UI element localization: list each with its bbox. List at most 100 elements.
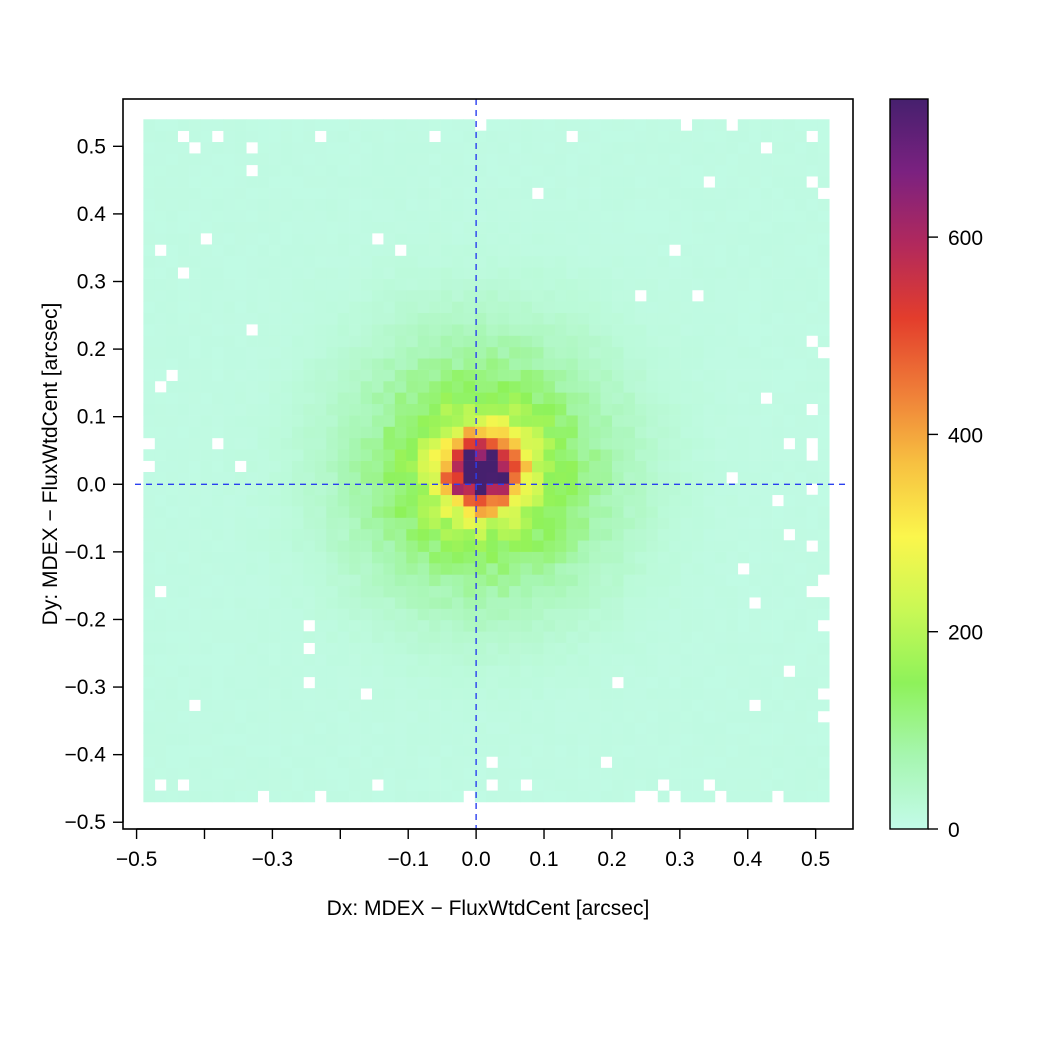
heatmap-cell [223, 642, 236, 655]
heatmap-cell [509, 335, 521, 348]
heatmap-cell [760, 733, 773, 746]
heatmap-cell [692, 380, 704, 393]
heatmap-cell [577, 642, 590, 655]
heatmap-cell [692, 631, 704, 643]
heatmap-cell [280, 267, 293, 279]
heatmap-cell [200, 289, 213, 302]
heatmap-cell [566, 563, 579, 575]
y-tick-label: 0.5 [77, 135, 106, 158]
heatmap-cell [532, 289, 544, 302]
heatmap-cell [474, 608, 487, 621]
heatmap-cell [486, 403, 499, 416]
heatmap-cell [634, 301, 647, 314]
heatmap-cell [177, 176, 190, 188]
heatmap-cell [200, 540, 213, 552]
heatmap-cell [634, 346, 647, 359]
heatmap-cell [406, 426, 419, 439]
heatmap-cell [463, 699, 476, 712]
heatmap-cell [749, 358, 761, 370]
heatmap-cell [554, 745, 567, 757]
heatmap-cell [406, 289, 419, 302]
heatmap-cell [577, 574, 590, 587]
heatmap-cell [406, 563, 419, 575]
heatmap-cell [532, 267, 544, 279]
heatmap-cell [726, 483, 739, 496]
heatmap-cell [520, 369, 533, 382]
heatmap-cell [463, 517, 476, 530]
heatmap-cell [520, 472, 533, 484]
heatmap-cell [280, 676, 293, 689]
heatmap-cell [234, 517, 247, 530]
heatmap-cell [612, 767, 624, 780]
heatmap-cell [280, 483, 293, 496]
heatmap-cell [554, 210, 567, 222]
heatmap-cell [463, 153, 476, 166]
heatmap-cell [383, 528, 396, 541]
heatmap-cell [566, 574, 579, 587]
heatmap-cell [554, 119, 567, 131]
heatmap-cell [600, 369, 613, 382]
heatmap-cell [623, 142, 636, 154]
heatmap-cell [429, 324, 441, 336]
heatmap-cell [417, 369, 430, 382]
heatmap-cell [303, 187, 316, 200]
heatmap-cell [783, 176, 796, 188]
heatmap-cell [429, 540, 441, 552]
heatmap-cell [589, 301, 601, 314]
heatmap-cell [326, 642, 338, 655]
heatmap-cell [760, 654, 773, 666]
heatmap-cell [463, 392, 476, 405]
heatmap-cell [589, 563, 601, 575]
heatmap-cell [303, 278, 316, 291]
heatmap-cell [223, 221, 236, 234]
heatmap-cell [760, 449, 773, 461]
heatmap-cell [543, 369, 556, 382]
heatmap-cell [669, 380, 681, 393]
heatmap-cell [189, 233, 201, 245]
heatmap-cell [657, 551, 670, 564]
heatmap-cell [463, 403, 476, 416]
heatmap-cell [349, 210, 361, 222]
heatmap-cell [314, 153, 327, 166]
heatmap-cell [326, 551, 338, 564]
heatmap-cell [474, 528, 487, 541]
heatmap-cell [600, 563, 613, 575]
heatmap-cell [211, 722, 224, 734]
heatmap-cell [234, 221, 247, 234]
heatmap-cell [749, 483, 761, 496]
heatmap-cell [669, 437, 681, 450]
heatmap-cell [497, 688, 510, 700]
heatmap-cell [509, 198, 521, 211]
heatmap-cell [783, 415, 796, 427]
heatmap-cell [532, 392, 544, 405]
heatmap-cell [143, 278, 156, 291]
heatmap-cell [806, 346, 819, 359]
heatmap-cell [337, 210, 350, 222]
heatmap-cell [669, 346, 681, 359]
heatmap-cell [692, 756, 704, 769]
heatmap-cell [452, 255, 464, 268]
heatmap-cell [143, 619, 156, 632]
heatmap-cell [714, 142, 727, 154]
heatmap-cell [612, 369, 624, 382]
heatmap-cell [600, 472, 613, 484]
heatmap-cell [269, 483, 281, 496]
heatmap-cell [794, 688, 807, 700]
heatmap-cell [314, 335, 327, 348]
heatmap-cell [474, 654, 487, 666]
heatmap-cell [692, 608, 704, 621]
heatmap-cell [371, 540, 384, 552]
heatmap-cell [223, 358, 236, 370]
heatmap-cell [394, 380, 407, 393]
heatmap-cell [360, 733, 373, 746]
heatmap-cell [326, 437, 338, 450]
heatmap-cell [143, 358, 156, 370]
heatmap-cell [394, 403, 407, 416]
heatmap-cell [726, 255, 739, 268]
heatmap-cell [280, 380, 293, 393]
heatmap-cell [314, 278, 327, 291]
heatmap-cell [634, 745, 647, 757]
heatmap-cell [406, 437, 419, 450]
heatmap-cell [337, 392, 350, 405]
heatmap-cell [417, 710, 430, 723]
